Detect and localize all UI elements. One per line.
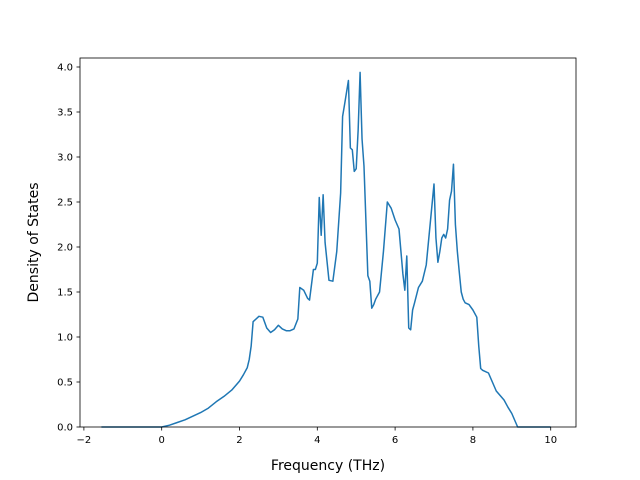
series-line-0 [101,71,551,428]
x-axis-ticks: −2 0 2 4 6 8 10 [77,427,557,446]
y-tick-label: 3.5 [57,108,73,119]
y-tick-label: 3.0 [57,153,73,164]
y-tick-label: 1.0 [57,333,73,344]
y-tick-label: 0.5 [57,378,73,389]
y-tick-label: 2.5 [57,198,73,209]
x-tick-label: −2 [77,435,92,446]
series-layer [101,71,551,428]
x-axis-label: Frequency (THz) [271,458,385,474]
x-tick-label: 10 [544,435,557,446]
x-tick-label: 8 [470,435,476,446]
y-tick-label: 0.0 [57,423,73,434]
y-axis-ticks: 0.0 0.5 1.0 1.5 2.0 2.5 3.0 3.5 4.0 [57,63,80,434]
y-axis-label: Density of States [26,183,42,303]
x-tick-label: 6 [392,435,398,446]
x-tick-label: 4 [314,435,320,446]
y-tick-label: 2.0 [57,243,73,254]
x-tick-label: 2 [236,435,242,446]
x-tick-label: 0 [159,435,165,446]
y-tick-label: 4.0 [57,63,73,74]
y-tick-label: 1.5 [57,288,73,299]
plot-frame [79,57,577,428]
